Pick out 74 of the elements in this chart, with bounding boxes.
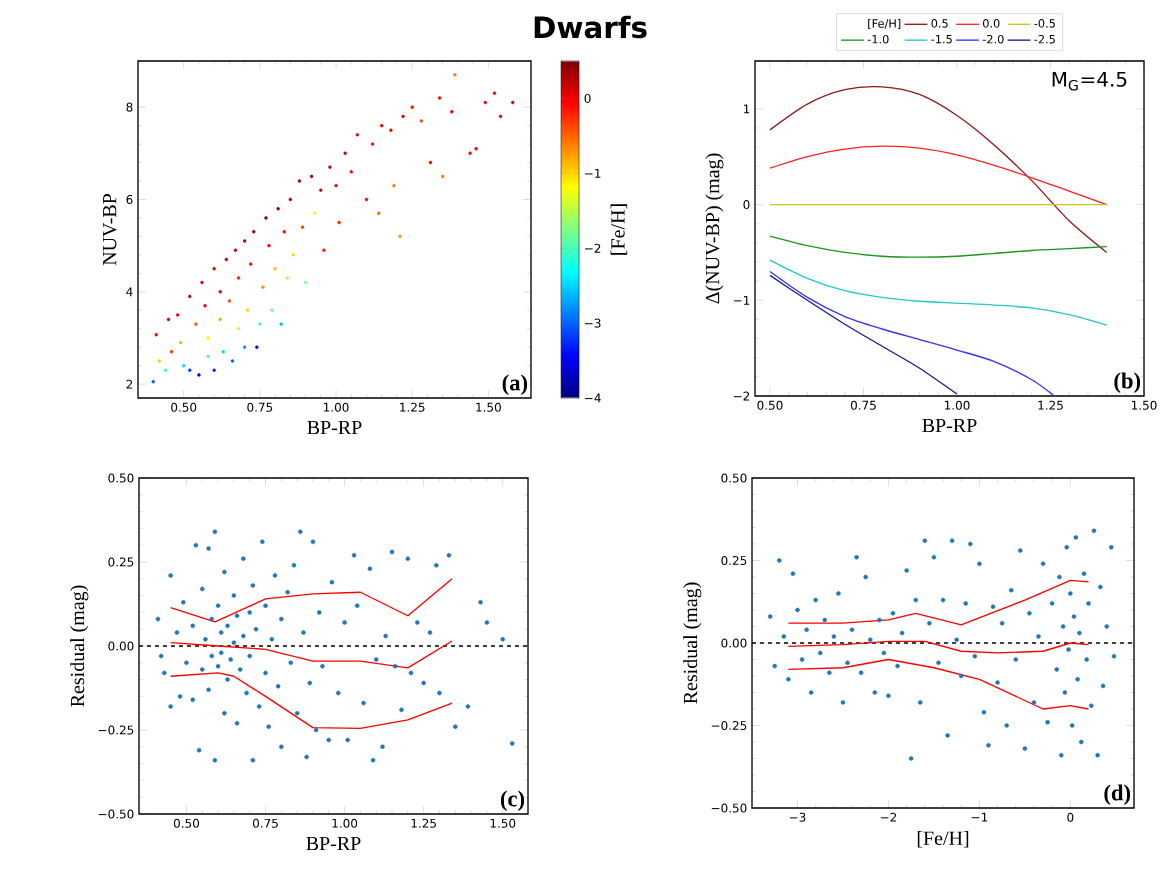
line-series	[169, 640, 453, 669]
legend-label: -1.5	[931, 35, 952, 44]
x-axis-title: BP-RP	[307, 420, 362, 435]
annotation: (a)	[502, 374, 528, 396]
line-series	[769, 145, 1108, 206]
annotation: M$_{G}$=4.5	[1052, 71, 1127, 91]
annotation: (b)	[1114, 372, 1141, 394]
legend-label: -0.5	[1034, 19, 1055, 28]
color-bar-title: [Fe/H]	[610, 204, 628, 255]
y-tick-label: 0.50	[721, 473, 747, 483]
color-bar-label: −2	[585, 243, 601, 253]
y-tick-label: −0.25	[98, 725, 134, 735]
y-tick-label: 8	[126, 102, 133, 112]
legend-title: [Fe/H]	[868, 18, 901, 30]
y-axis-title: Residual (mag)	[683, 582, 702, 704]
x-tick-label: 1.25	[411, 818, 436, 828]
color-bar-label: −4	[585, 393, 601, 403]
y-tick-label: −1	[733, 295, 750, 305]
legend-label: 0.5	[931, 19, 948, 28]
x-tick-label: 1.25	[400, 402, 425, 412]
color-bar-label: −3	[585, 318, 601, 328]
y-tick-label: 0.25	[721, 555, 747, 566]
line-series	[769, 235, 1108, 258]
x-tick-label: 0.75	[252, 818, 278, 828]
line-series	[787, 579, 1090, 626]
y-tick-label: 0.00	[108, 641, 134, 651]
text: Dwarfs	[534, 15, 647, 39]
color-bar-label: −1	[585, 168, 601, 178]
line-series	[169, 578, 453, 623]
x-tick-label: 1.50	[476, 402, 501, 412]
x-tick-label: 1.50	[1131, 400, 1157, 410]
y-axis-title: Residual (mag)	[70, 585, 89, 707]
color-bar-label: 0	[584, 93, 591, 103]
line-series	[769, 259, 1108, 326]
line-series	[769, 274, 958, 395]
y-tick-label: 6	[126, 194, 133, 205]
y-tick-label: −2	[733, 391, 750, 401]
y-axis-title: Δ(NUV-BP) (mag)	[705, 153, 724, 304]
x-tick-label: 0.75	[247, 402, 273, 412]
x-tick-label: 0.75	[850, 400, 876, 410]
y-tick-label: 4	[126, 287, 133, 297]
y-tick-label: −0.50	[711, 803, 747, 813]
legend-label: -1.0	[867, 34, 889, 44]
y-tick-label: 1	[743, 104, 750, 114]
annotation: (c)	[500, 790, 525, 812]
x-tick-label: 0.50	[757, 400, 783, 410]
legend-label: -2.5	[1034, 34, 1055, 44]
x-tick-label: 1.00	[323, 402, 349, 412]
x-tick-label: −1	[971, 812, 988, 822]
y-axis-title: NUV-BP	[103, 194, 117, 266]
x-tick-label: 0	[1067, 812, 1074, 822]
annotation: (d)	[1104, 784, 1131, 806]
x-tick-label: −2	[880, 812, 897, 822]
x-axis-title: BP-RP	[306, 836, 361, 851]
legend-label: 0.0	[983, 19, 1000, 28]
x-tick-label: 1.25	[1038, 400, 1063, 410]
y-tick-label: 0.00	[721, 638, 747, 648]
x-tick-label: 1.00	[944, 400, 970, 410]
x-axis-title: [Fe/H]	[917, 830, 969, 848]
x-tick-label: 1.50	[490, 818, 516, 828]
legend-label: -2.0	[982, 34, 1004, 44]
x-tick-label: −3	[789, 812, 806, 822]
x-tick-label: 0.50	[171, 402, 197, 412]
y-tick-label: 0.25	[108, 557, 134, 567]
y-tick-label: 0	[743, 200, 750, 210]
line-series	[787, 640, 1090, 654]
y-tick-label: −0.25	[711, 720, 747, 731]
y-tick-label: 2	[126, 379, 133, 389]
x-tick-label: 1.00	[332, 818, 358, 828]
y-tick-label: −0.50	[98, 809, 134, 819]
y-tick-label: 0.50	[108, 473, 134, 483]
x-tick-label: 0.50	[173, 818, 199, 828]
x-axis-title: BP-RP	[922, 418, 977, 433]
line-series	[769, 270, 1055, 397]
